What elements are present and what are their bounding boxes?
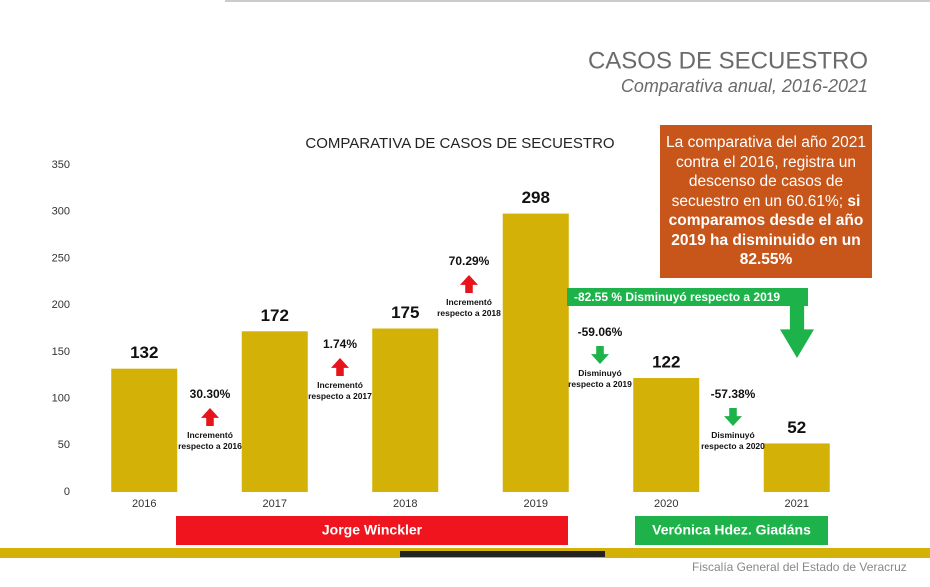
data-label: 52 [787, 418, 806, 437]
official-banner [176, 516, 568, 545]
callout-box: La comparativa del año 2021 contra el 20… [660, 125, 872, 278]
change-label: -59.06% [578, 325, 623, 339]
x-tick-label: 2017 [263, 498, 287, 510]
data-label: 122 [652, 353, 680, 372]
y-tick-label: 300 [52, 206, 70, 218]
callout-text-block: La comparativa del año 2021 contra el 20… [664, 133, 868, 270]
summary-arrow [780, 306, 814, 358]
bar [372, 328, 439, 492]
change-note: Disminuyó respecto a 2019 [568, 368, 632, 389]
callout-emphasis: si comparamos desde el año 2019 ha dismi… [668, 192, 864, 269]
bar [241, 331, 308, 492]
y-tick-label: 100 [52, 392, 70, 404]
data-label: 132 [130, 343, 158, 362]
x-tick-label: 2021 [785, 498, 809, 510]
change-arrow [591, 346, 609, 364]
official-name: Verónica Hdez. Giadáns [652, 522, 811, 538]
official-banner [635, 516, 828, 545]
y-tick-label: 150 [52, 346, 70, 358]
change-note: Incrementó respecto a 2016 [178, 430, 242, 451]
change-note: Disminuyó respecto a 2020 [701, 430, 765, 451]
x-tick-label: 2016 [132, 498, 156, 510]
page-title: CASOS DE SECUESTRO [588, 47, 868, 74]
x-tick-label: 2019 [524, 498, 548, 510]
change-arrow [724, 408, 742, 426]
x-tick-label: 2020 [654, 498, 678, 510]
page-subtitle: Comparativa anual, 2016-2021 [621, 76, 868, 96]
summary-label: -82.55 % Disminuyó respecto a 2019 [574, 290, 780, 304]
bar [111, 368, 178, 492]
change-note: Incrementó respecto a 2018 [437, 297, 501, 318]
footer-bar [400, 551, 605, 557]
chart-title: COMPARATIVA DE CASOS DE SECUESTRO [305, 135, 614, 152]
change-arrow [331, 358, 349, 376]
y-tick-label: 0 [64, 486, 70, 498]
data-label: 172 [261, 306, 289, 325]
change-label: 70.29% [449, 254, 490, 268]
change-label: 1.74% [323, 337, 357, 351]
official-name: Jorge Winckler [322, 522, 423, 538]
data-label: 175 [391, 303, 419, 322]
x-tick-label: 2018 [393, 498, 417, 510]
change-label: -57.38% [711, 387, 756, 401]
y-tick-label: 200 [52, 299, 70, 311]
bar [763, 443, 830, 492]
callout-text: La comparativa del año 2021 contra el 20… [666, 134, 866, 210]
summary-banner [567, 288, 808, 306]
y-tick-label: 350 [52, 159, 70, 171]
change-label: 30.30% [190, 387, 231, 401]
bar [502, 213, 569, 492]
bar [633, 378, 700, 492]
change-arrow [460, 275, 478, 293]
y-tick-label: 250 [52, 252, 70, 264]
change-note: Incrementó respecto a 2017 [308, 380, 372, 401]
y-tick-label: 50 [58, 439, 70, 451]
data-label: 298 [522, 188, 550, 207]
footer: Fiscalía General del Estado de Veracruz [692, 560, 907, 574]
change-arrow [201, 408, 219, 426]
